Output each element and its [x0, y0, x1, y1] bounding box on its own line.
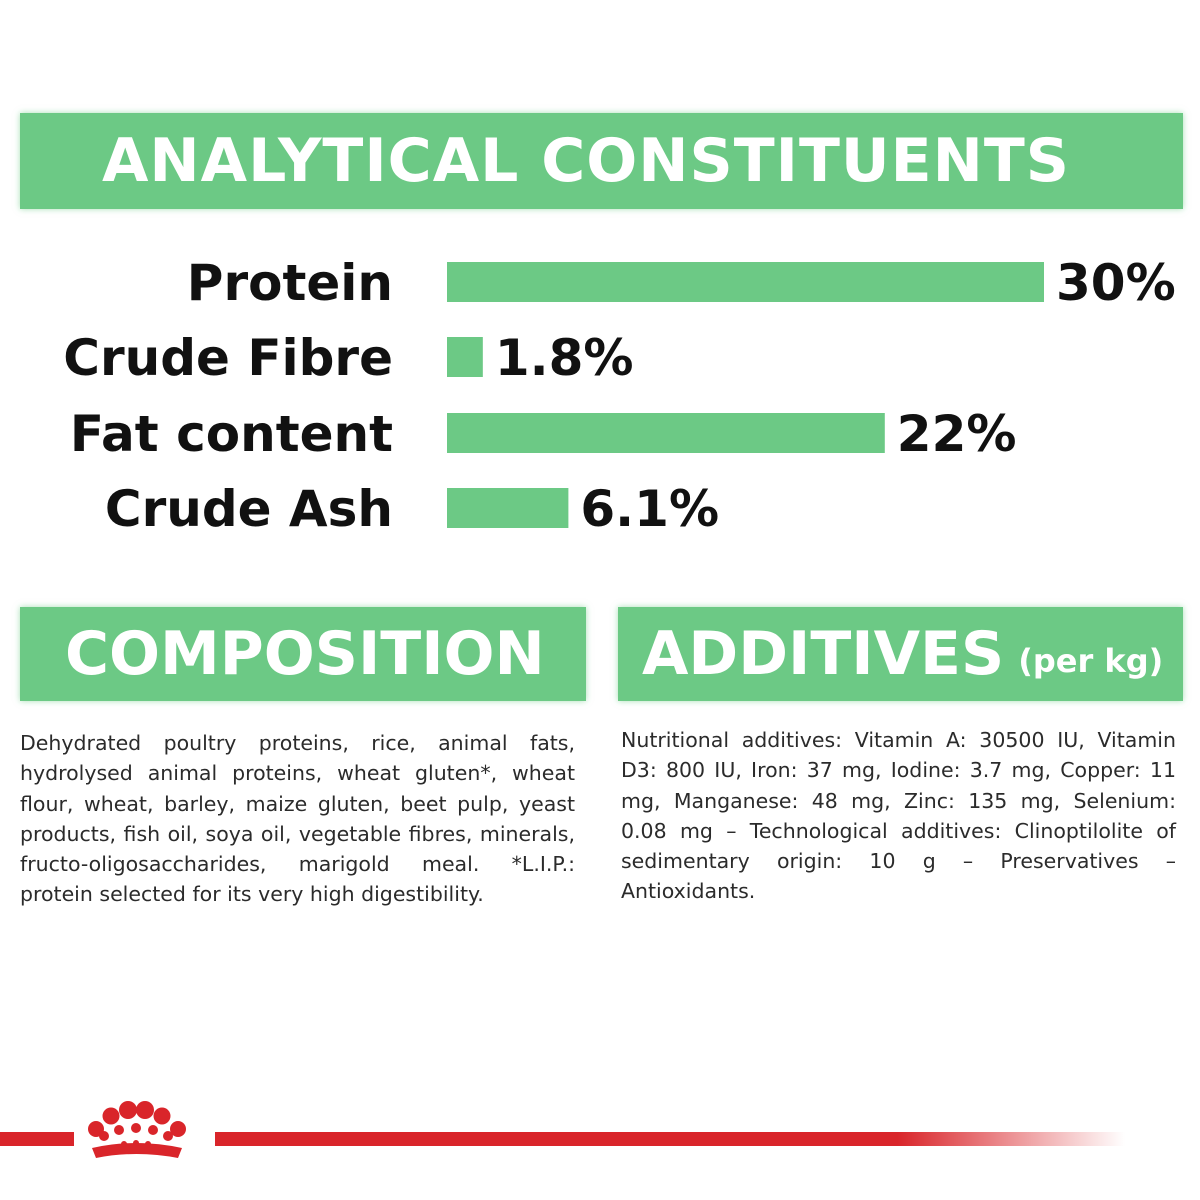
- value-label: 30%: [1056, 254, 1176, 312]
- category-label: Crude Fibre: [63, 329, 393, 387]
- royal-canin-crown-icon: [88, 1101, 186, 1158]
- bar: [447, 262, 1044, 302]
- composition-text: Dehydrated poultry proteins, rice, anima…: [20, 731, 575, 907]
- category-label: Crude Ash: [105, 480, 393, 538]
- analytical-constituents-banner: ANALYTICAL CONSTITUENTS: [20, 113, 1183, 209]
- bar: [447, 413, 885, 453]
- bar: [447, 337, 483, 377]
- analytical-constituents-title: ANALYTICAL CONSTITUENTS: [102, 126, 1070, 196]
- additives-title: ADDITIVES: [642, 619, 1005, 689]
- composition-title: COMPOSITION: [65, 619, 545, 689]
- category-label: Fat content: [70, 405, 393, 463]
- value-label: 22%: [897, 405, 1017, 463]
- footer-brand-line: [0, 1101, 1125, 1158]
- additives-subtitle: (per kg): [1018, 642, 1164, 680]
- category-label: Protein: [187, 254, 393, 312]
- footer-line-right: [215, 1132, 1125, 1146]
- additives-text: Nutritional additives: Vitamin A: 30500 …: [621, 728, 1176, 904]
- bar: [447, 488, 569, 528]
- value-label: 1.8%: [495, 329, 634, 387]
- composition-banner: COMPOSITION: [20, 607, 586, 701]
- analytical-chart: Protein 30% Crude Fibre 1.8% Fat content 22% C…: [63, 254, 1176, 538]
- footer-line-left: [0, 1132, 74, 1146]
- additives-banner: ADDITIVES (per kg): [618, 607, 1183, 701]
- value-label: 6.1%: [580, 480, 719, 538]
